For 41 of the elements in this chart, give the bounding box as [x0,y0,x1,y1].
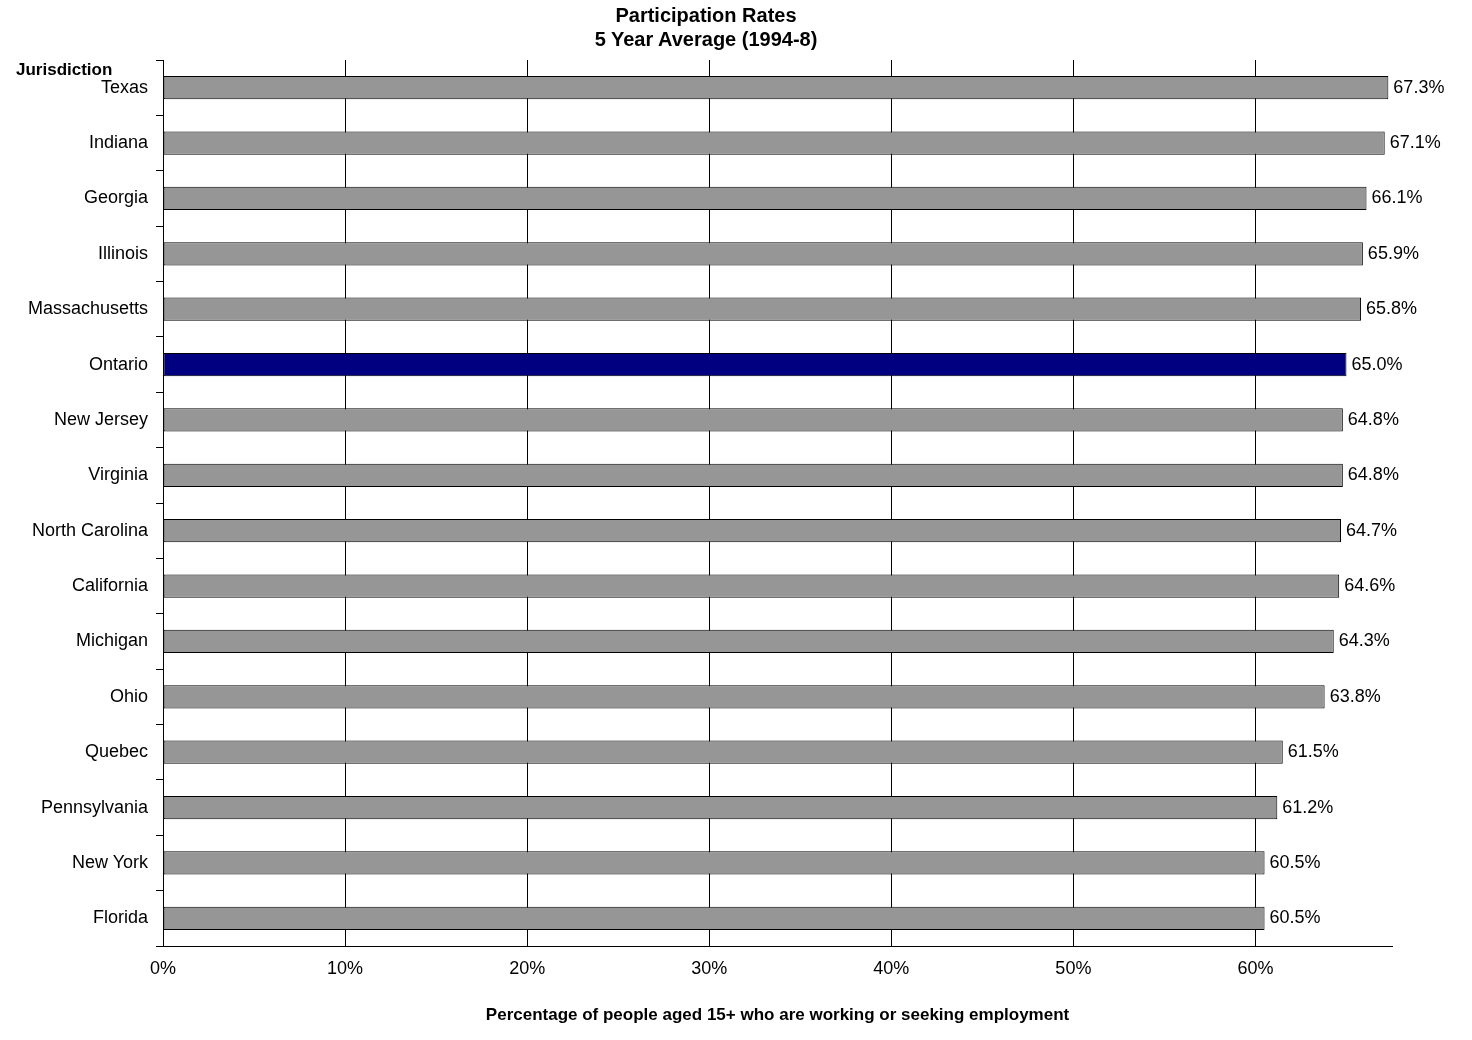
y-tick-label: Massachusetts [27,298,149,319]
x-tick-label: 30% [691,957,728,978]
data-label: 64.7% [1346,519,1398,540]
y-tick-label: Ohio [110,685,149,706]
y-tick-label: Quebec [85,741,149,762]
text: 5 Year Average (1994-8) [594,27,818,50]
y-tick-label: Virginia [88,464,150,485]
data-label: 61.5% [1287,741,1339,762]
data-label: 65.9% [1367,242,1419,263]
x-tick-label: 50% [1055,957,1092,978]
data-label: 64.6% [1344,575,1396,596]
x-tick-label: 0% [150,957,177,978]
y-tick-label: Illinois [98,242,149,263]
data-label: 64.8% [1347,464,1399,485]
data-label: 66.1% [1371,187,1423,208]
y-tick-label: Ontario [89,353,149,374]
data-label: 60.5% [1269,851,1321,872]
data-label: 67.1% [1389,132,1441,153]
y-tick-label: Michigan [76,630,149,651]
x-axis-title: Percentage of people aged 15+ who are working or seeking employment [485,1005,1070,1025]
y-tick-label: Indiana [88,132,150,153]
data-label: 67.3% [1393,76,1445,97]
data-label: 60.5% [1269,907,1321,928]
text: Participation Rates [615,3,797,26]
x-tick-label: 20% [509,957,546,978]
y-tick-label: Florida [93,907,150,928]
data-label: 65.0% [1351,353,1403,374]
y-tick-label: Pennsylvania [40,796,150,817]
y-tick-label: Georgia [84,187,150,208]
data-label: 61.2% [1282,796,1334,817]
data-label: 64.8% [1347,408,1399,429]
data-label: 63.8% [1329,685,1381,706]
data-label: 65.8% [1366,298,1418,319]
x-tick-label: 10% [327,957,364,978]
y-tick-label: California [72,575,150,596]
x-tick-label: 60% [1237,957,1274,978]
x-tick-label: 40% [873,957,910,978]
y-tick-label: New Jersey [54,408,149,429]
y-tick-label: North Carolina [31,519,150,540]
data-label: 64.3% [1338,630,1390,651]
y-tick-label: New York [72,851,150,872]
